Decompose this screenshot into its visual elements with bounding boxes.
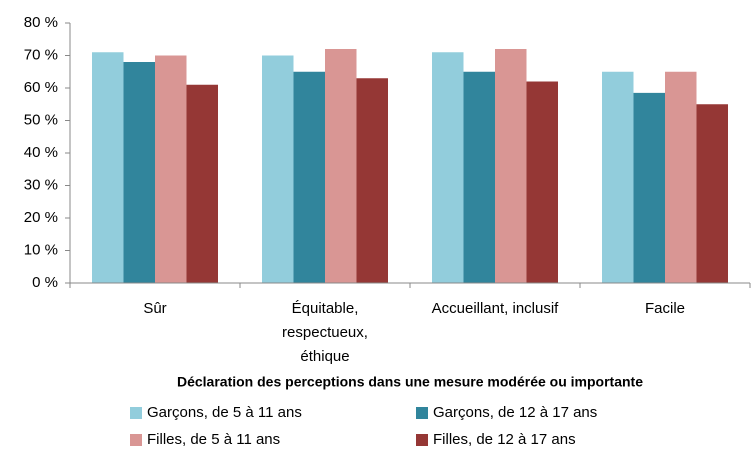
y-tick-label: 70 % [24, 46, 58, 63]
bar [92, 52, 124, 283]
y-tick-label: 10 % [24, 241, 58, 258]
y-tick-label: 20 % [24, 209, 58, 226]
x-tick-label: Équitable, respectueux, éthique [282, 300, 368, 365]
bar [186, 84, 218, 283]
y-tick-label: 60 % [24, 79, 58, 96]
bar [356, 78, 388, 283]
y-tick-label: 40 % [24, 144, 58, 161]
y-tick-label: 0 % [32, 274, 58, 291]
bar [495, 49, 527, 283]
bar [665, 71, 697, 283]
y-tick-label: 50 % [24, 111, 58, 128]
bar [262, 55, 294, 283]
bar [602, 71, 634, 283]
x-axis-title: Déclaration des perceptions dans une mes… [177, 374, 643, 390]
legend-swatch [416, 434, 428, 446]
bar [155, 55, 187, 283]
legend-label: Filles, de 5 à 11 ans [147, 431, 280, 448]
bar [463, 71, 495, 283]
x-tick-label: Facile [645, 300, 685, 317]
y-tick-label: 80 % [24, 14, 58, 31]
legend-label: Garçons, de 5 à 11 ans [147, 404, 302, 421]
legend-swatch [416, 407, 428, 419]
legend-label: Garçons, de 12 à 17 ans [433, 404, 597, 421]
bar [293, 71, 325, 283]
legend-swatch [130, 407, 142, 419]
bar [696, 104, 728, 283]
bar [526, 81, 558, 283]
legend-swatch [130, 434, 142, 446]
bar [633, 92, 665, 283]
bar [123, 62, 155, 283]
bar [432, 52, 464, 283]
bar [325, 49, 357, 283]
y-tick-label: 30 % [24, 176, 58, 193]
x-tick-label: Sûr [143, 300, 166, 317]
legend-label: Filles, de 12 à 17 ans [433, 431, 576, 448]
x-tick-label: Accueillant, inclusif [432, 300, 560, 317]
